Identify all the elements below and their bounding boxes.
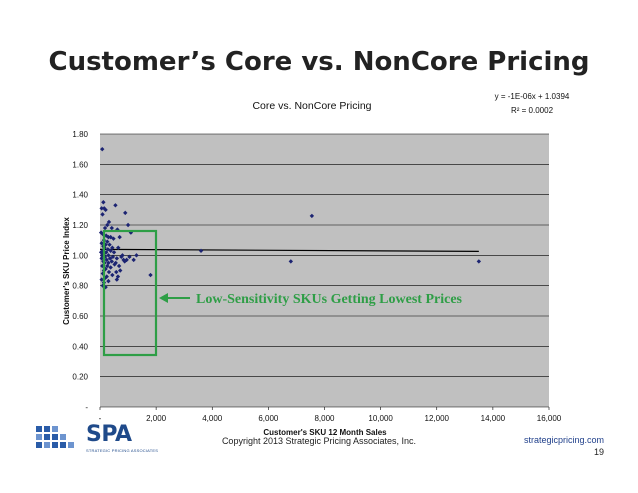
logo-text: SPA <box>86 422 132 447</box>
data-point <box>114 256 120 261</box>
y-tick-label: 1.80 <box>72 130 88 139</box>
data-point <box>106 234 111 240</box>
data-point <box>120 253 125 258</box>
data-point <box>102 225 108 231</box>
trendline-r-squared: R² = 0.0002 <box>511 106 554 115</box>
y-tick-label: 0.40 <box>72 342 88 351</box>
callout-arrow-icon <box>159 293 190 303</box>
data-point <box>103 233 109 238</box>
trendline <box>99 248 479 253</box>
data-point <box>114 269 119 275</box>
logo-subtext: STRATEGIC PRICING ASSOCIATES <box>86 448 159 453</box>
data-point <box>99 206 104 211</box>
x-tick-label: 16,000 <box>537 414 562 423</box>
y-tick-label: 1.00 <box>72 251 88 260</box>
data-point <box>105 263 110 269</box>
data-point <box>114 277 120 282</box>
x-axis: - 2,000 4,000 6,000 8,000 10,000 12,000 14,000 1… <box>99 407 562 423</box>
data-point <box>125 222 131 228</box>
data-point <box>134 253 139 258</box>
data-point <box>124 257 129 263</box>
data-point <box>104 257 109 263</box>
y-tick-label: 1.40 <box>72 191 88 200</box>
x-tick-label: 2,000 <box>146 414 167 423</box>
callout-text: Low-Sensitivity SKUs Getting Lowest Pric… <box>196 292 463 307</box>
chart-title: Core vs. NonCore Pricing <box>252 100 371 112</box>
data-point <box>123 210 128 216</box>
data-point <box>107 256 113 261</box>
slide-title: Customer’s Core vs. NonCore Pricing <box>48 47 590 77</box>
data-point <box>99 241 104 246</box>
data-point <box>113 260 118 266</box>
data-point <box>99 256 104 261</box>
spa-logo: SPA STRATEGIC PRICING ASSOCIATES <box>32 422 158 456</box>
data-point <box>309 213 315 219</box>
cube-logo-icon <box>36 426 74 448</box>
x-tick-label: - <box>99 414 102 423</box>
data-point <box>108 234 113 240</box>
y-tick-label: - <box>85 403 88 412</box>
data-point <box>148 272 153 278</box>
data-point <box>106 219 112 225</box>
data-point <box>118 268 123 273</box>
data-point <box>117 234 122 240</box>
x-tick-label: 10,000 <box>368 414 393 423</box>
x-tick-label: 12,000 <box>425 414 450 423</box>
x-tick-label: 6,000 <box>258 414 279 423</box>
y-axis: - 0.20 0.40 0.60 0.80 1.00 1.20 1.40 1.60 1.80 <box>72 130 88 412</box>
data-point <box>111 236 116 241</box>
x-axis-label: Customer's SKU 12 Month Sales <box>263 428 387 437</box>
y-tick-label: 0.20 <box>72 373 88 382</box>
data-point <box>116 245 121 250</box>
data-point <box>113 203 118 208</box>
data-point <box>476 259 482 264</box>
highlight-box <box>102 229 158 357</box>
website-link[interactable]: strategicpricing.com <box>523 435 604 445</box>
data-point <box>288 259 294 264</box>
data-point <box>99 277 104 282</box>
data-point <box>108 248 113 253</box>
data-point <box>100 212 105 217</box>
y-axis-label: Customer's SKU Price Index <box>62 217 71 325</box>
data-point <box>101 200 106 205</box>
y-tick-label: 0.80 <box>72 282 88 291</box>
data-point <box>102 206 107 211</box>
data-point <box>105 239 110 244</box>
data-point <box>131 257 136 263</box>
data-point <box>105 222 110 228</box>
data-point <box>106 253 111 258</box>
x-tick-label: 14,000 <box>481 414 506 423</box>
x-tick-label: 4,000 <box>202 414 223 423</box>
data-point <box>106 269 112 275</box>
x-tick-label: 8,000 <box>314 414 335 423</box>
data-point <box>107 242 112 247</box>
data-point <box>110 272 115 278</box>
plot-area <box>100 134 549 407</box>
data-point <box>100 146 105 152</box>
data-point <box>109 225 114 231</box>
data-point <box>108 265 113 270</box>
gridlines <box>100 133 549 408</box>
data-point <box>109 259 114 264</box>
data-point <box>110 245 115 250</box>
trendline-equation: y = -1E-06x + 1.0394 <box>495 92 570 101</box>
y-tick-label: 0.60 <box>72 312 88 321</box>
data-point <box>111 250 117 255</box>
data-point <box>198 248 204 253</box>
y-tick-label: 1.20 <box>72 221 88 230</box>
data-point <box>127 254 132 260</box>
data-point <box>105 247 111 252</box>
data-point <box>106 278 111 284</box>
data-point <box>98 230 104 235</box>
page-number: 19 <box>593 447 604 457</box>
copyright: Copyright 2013 Strategic Pricing Associa… <box>221 436 417 446</box>
y-tick-label: 1.60 <box>72 160 88 169</box>
data-point <box>116 263 122 269</box>
